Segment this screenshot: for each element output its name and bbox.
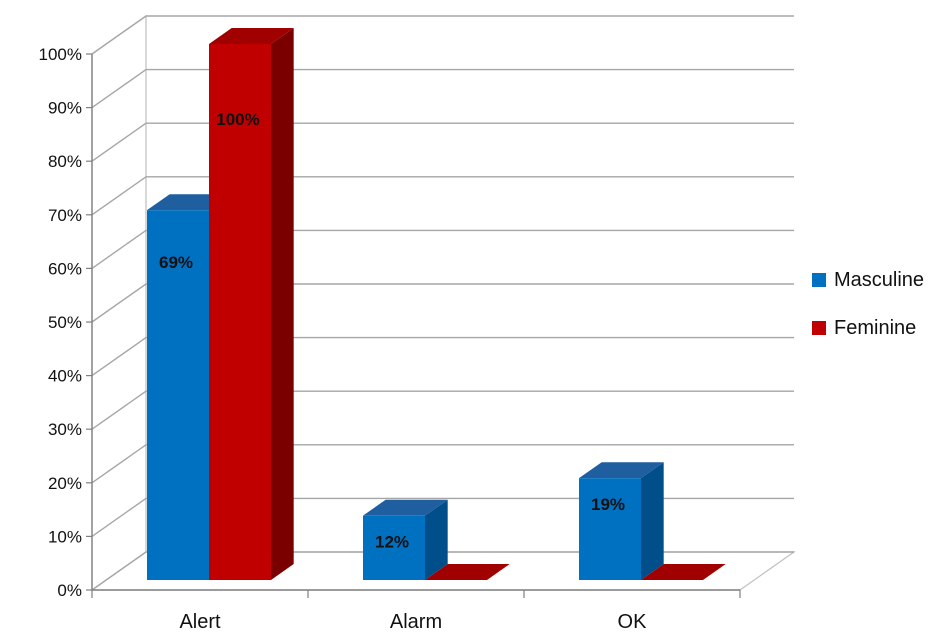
y-tick-label: 50%	[48, 313, 82, 332]
legend-item: Masculine	[812, 269, 924, 291]
bar-feminine-ok	[641, 564, 726, 580]
gridline	[91, 497, 794, 537]
gridline	[91, 15, 794, 55]
category-labels: Alert Alarm OK	[179, 611, 647, 633]
bar-top-face	[209, 28, 294, 44]
bars	[147, 28, 726, 581]
bar-masculine-alarm	[363, 499, 448, 580]
bar-top-face	[579, 462, 664, 479]
bar-front-face	[579, 478, 641, 580]
bar-side-face	[271, 28, 294, 581]
y-tick-label: 60%	[48, 259, 82, 278]
data-label: 19%	[591, 495, 625, 514]
x-category-label: OK	[618, 611, 648, 633]
data-label: 69%	[159, 253, 193, 272]
axes	[91, 54, 741, 598]
x-category-label: Alert	[179, 611, 221, 633]
bar-masculine-ok	[579, 462, 664, 580]
legend-label: Feminine	[834, 317, 916, 339]
bar-top-face	[363, 499, 448, 516]
bar-front-face	[147, 210, 209, 580]
legend-swatch	[812, 273, 826, 287]
legend: Masculine Feminine	[812, 269, 924, 339]
data-label: 100%	[216, 110, 259, 129]
y-tick-label: 70%	[48, 206, 82, 225]
y-tick-label: 30%	[48, 420, 82, 439]
bar-top-face	[641, 564, 726, 580]
bar-feminine-alert	[209, 28, 294, 581]
y-tick-label: 80%	[48, 152, 82, 171]
y-tick-label: 20%	[48, 474, 82, 493]
gridline	[91, 176, 794, 216]
y-tick-label: 10%	[48, 527, 82, 546]
y-tick-label: 90%	[48, 99, 82, 118]
legend-item: Feminine	[812, 317, 916, 339]
legend-label: Masculine	[834, 269, 924, 291]
gridline	[91, 551, 794, 591]
y-tick-label: 0%	[57, 581, 82, 600]
bar-front-face	[363, 515, 425, 580]
y-tick-label: 40%	[48, 367, 82, 386]
bar-side-face	[641, 462, 664, 580]
bar-feminine-alarm	[425, 564, 510, 580]
gridline	[91, 283, 794, 323]
gridline	[91, 444, 794, 484]
data-label: 12%	[375, 533, 409, 552]
y-axis-ticks: 0% 10% 20% 30% 40% 50% 60% 70% 80% 90% 100%	[39, 45, 82, 600]
gridline	[91, 390, 794, 430]
gridlines	[86, 15, 794, 591]
bar-top-face	[425, 564, 510, 580]
y-tick-label: 100%	[39, 45, 82, 64]
bar-side-face	[425, 499, 448, 580]
x-category-label: Alarm	[390, 611, 442, 633]
data-labels: 69% 100% 12% 19%	[159, 110, 625, 552]
bar-front-face	[209, 44, 271, 580]
gridline	[91, 122, 794, 162]
gridline	[91, 336, 794, 377]
legend-swatch	[812, 321, 826, 335]
gridline	[91, 229, 794, 269]
gridline	[91, 68, 794, 109]
